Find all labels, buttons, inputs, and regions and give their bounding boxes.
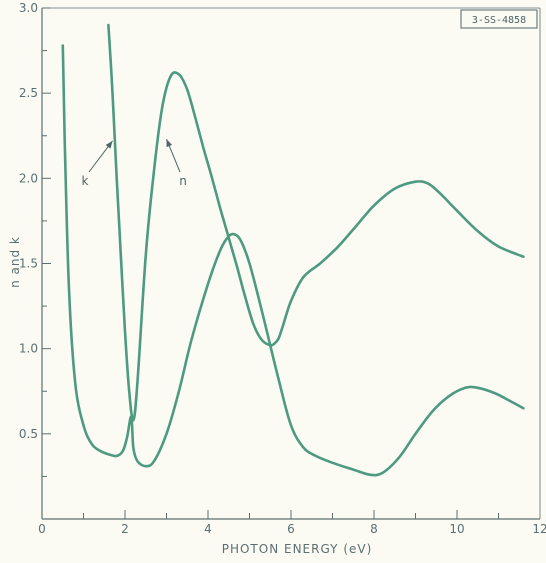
y-tick-label: 1.5 xyxy=(19,257,38,271)
y-tick-label: 0.5 xyxy=(19,427,38,441)
figure-id: 3-SS-4858 xyxy=(472,15,526,26)
x-tick-label: 12 xyxy=(532,522,546,536)
annotation-n-arrowhead xyxy=(166,139,173,148)
series-n-curve xyxy=(107,23,525,422)
x-tick-label: 6 xyxy=(287,522,295,536)
series-layer xyxy=(61,23,525,477)
y-tick-label: 2.0 xyxy=(19,171,38,185)
annotation-k-label: k xyxy=(82,174,89,188)
x-axis-title: PHOTON ENERGY (eV) xyxy=(222,542,373,556)
figure-id-box: 3-SS-4858 xyxy=(460,9,538,29)
x-tick-label: 8 xyxy=(370,522,378,536)
y-axis-title: n and k xyxy=(8,236,22,288)
axes: 0 2 4 6 8 10 12 0.5 1.0 1.5 2.0 2.5 3.0 xyxy=(19,1,546,536)
figure-id-frame xyxy=(460,9,538,29)
y-tick-label: 2.5 xyxy=(19,86,38,100)
annotation-n-label: n xyxy=(179,174,187,188)
series-k-curve xyxy=(61,44,525,477)
y-tick-label: 3.0 xyxy=(19,1,38,15)
y-tick-label: 1.0 xyxy=(19,342,38,356)
annotation-k-arrowhead xyxy=(105,140,113,149)
x-tick-label: 10 xyxy=(449,522,464,536)
x-tick-label: 2 xyxy=(121,522,129,536)
x-tick-label: 4 xyxy=(204,522,212,536)
x-tick-label: 0 xyxy=(38,522,46,536)
